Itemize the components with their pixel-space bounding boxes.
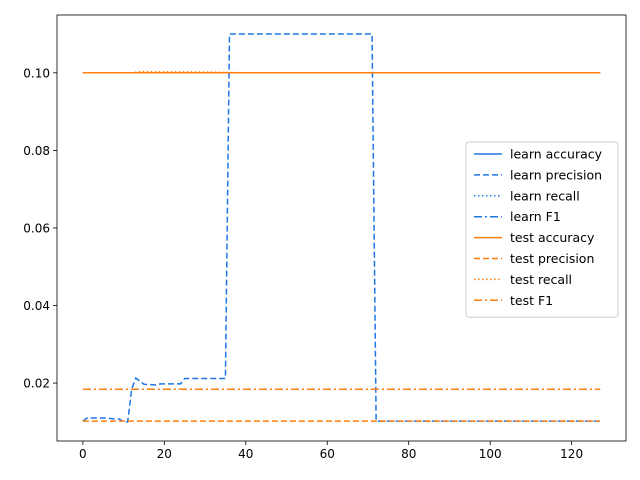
legend: learn accuracy learn precision learn recal… [465,141,619,318]
series-lines [82,33,601,423]
y-tick-label: 0.02 [23,377,50,391]
series-line-test-recall [82,70,601,74]
legend-label: learn F1 [510,209,561,224]
axes: 0 20 40 60 80 100 120 0.02 0.04 0.06 0.08 0.10 [23,14,627,461]
legend-label: learn recall [510,188,580,203]
legend-label: test accuracy [510,230,595,245]
legend-label: test F1 [510,293,553,308]
x-tick-label: 40 [238,447,253,461]
series-line-learn-precision [82,33,601,423]
plot-area [82,33,601,423]
legend-label: learn precision [510,167,602,182]
y-tick-label: 0.04 [23,299,50,313]
x-tick-label: 120 [560,447,583,461]
x-tick-label: 80 [401,447,416,461]
legend-box [465,141,619,318]
y-tick-label: 0.08 [23,144,50,158]
legend-label: learn accuracy [510,147,603,162]
legend-label: test recall [510,272,572,287]
y-tick-label: 0.06 [23,221,50,235]
x-tick-label: 60 [320,447,335,461]
x-tick-label: 0 [79,447,87,461]
x-tick-label: 20 [157,447,172,461]
y-tick-label: 0.10 [23,66,50,80]
legend-label: test precision [510,251,594,266]
x-tick-label: 100 [479,447,502,461]
